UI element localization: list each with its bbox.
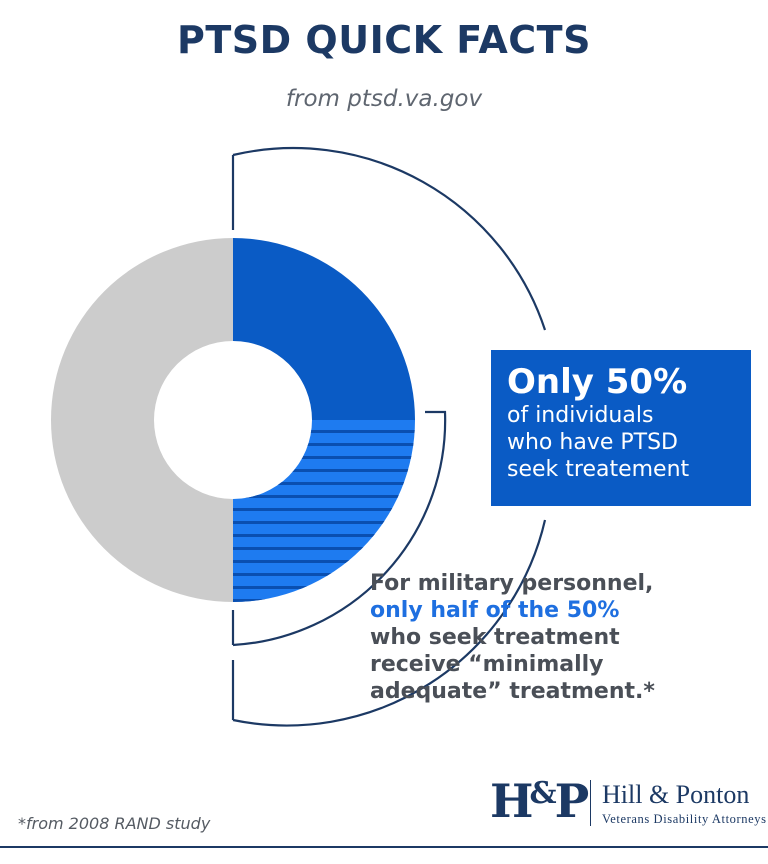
page-subtitle: from ptsd.va.gov bbox=[285, 86, 483, 112]
logo-monogram: H&P bbox=[490, 774, 589, 828]
military-note: For military personnel, only half of the… bbox=[370, 570, 700, 705]
logo-tagline: Veterans Disability Attorneys bbox=[602, 812, 767, 826]
donut-slice-1 bbox=[233, 238, 415, 420]
hill-ponton-logo: H&P Hill & Ponton Veterans Disability At… bbox=[490, 770, 766, 832]
footer-rule bbox=[0, 846, 768, 848]
note-line-5: adequate” treatment.* bbox=[370, 679, 655, 704]
logo-divider bbox=[590, 780, 591, 826]
note-line-4: receive “minimally bbox=[370, 652, 604, 677]
callout-line-2: who have PTSD bbox=[507, 430, 678, 455]
callout-line-3: seek treatement bbox=[507, 457, 690, 482]
logo-name: Hill & Ponton bbox=[602, 780, 750, 809]
callout-headline: Only 50% bbox=[507, 362, 688, 402]
donut-slice-3 bbox=[51, 238, 233, 602]
footnote: *from 2008 RAND study bbox=[18, 814, 211, 833]
note-line-1: For military personnel, bbox=[370, 571, 654, 596]
outer-bracket-arc-bottom bbox=[232, 519, 547, 727]
note-highlight: only half of the 50% bbox=[370, 598, 620, 623]
callout-box: Only 50% of individuals who have PTSD se… bbox=[491, 350, 751, 506]
callout-line-1: of individuals bbox=[507, 403, 654, 428]
note-line-3: who seek treatment bbox=[370, 625, 620, 650]
outer-bracket-arc-top bbox=[232, 147, 547, 331]
page-title: PTSD QUICK FACTS bbox=[177, 18, 591, 62]
inner-bracket-arc bbox=[232, 410, 447, 647]
